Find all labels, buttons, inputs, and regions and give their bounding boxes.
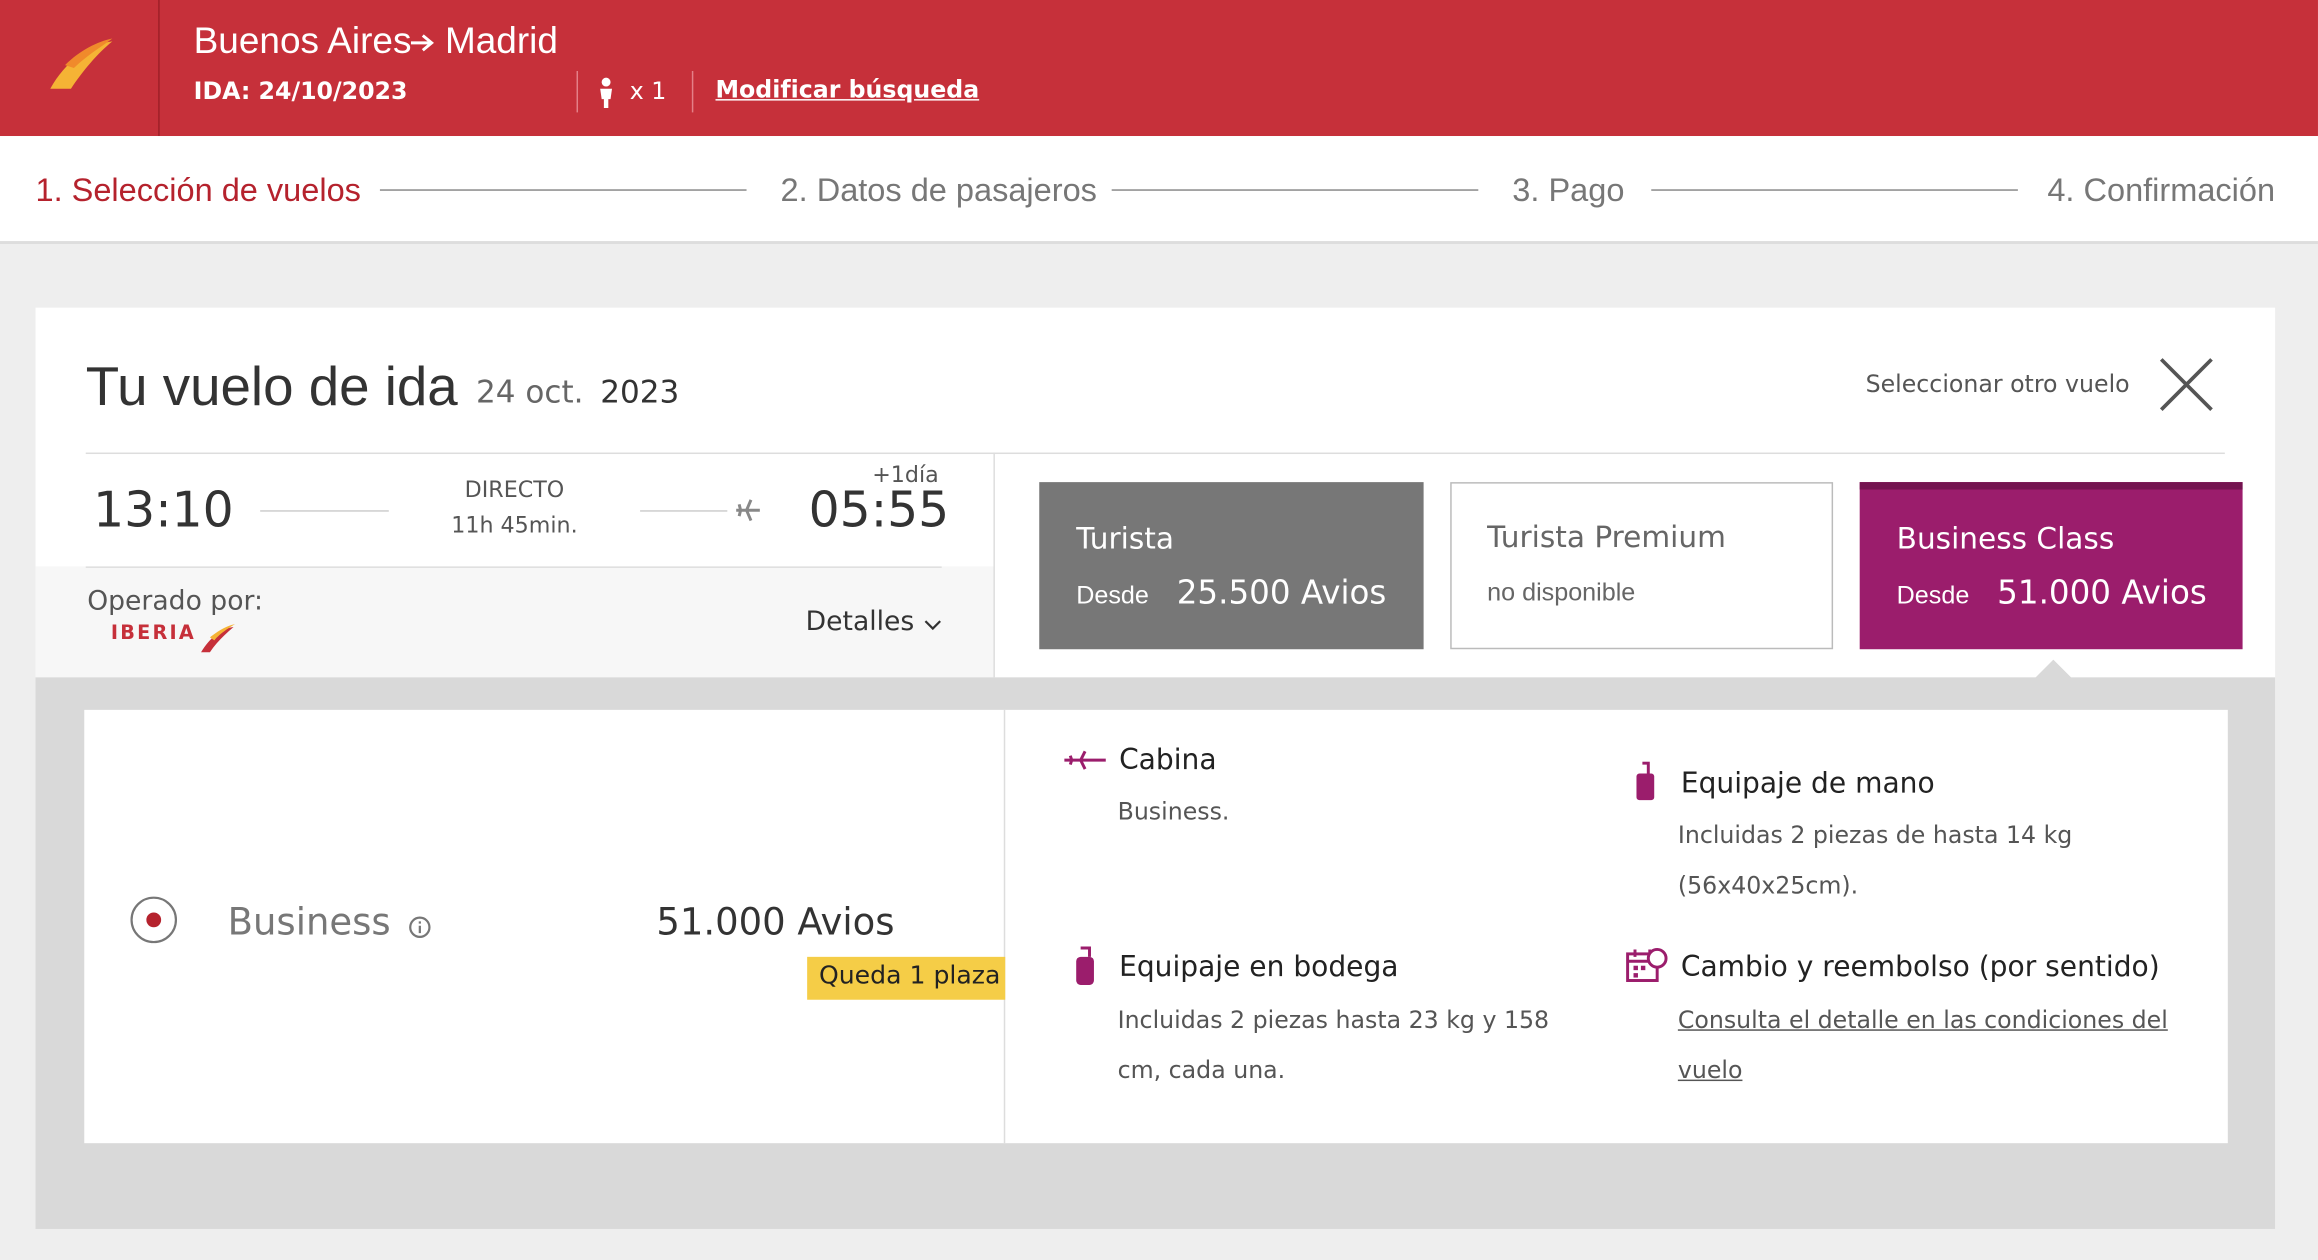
feature-title: Equipaje de mano — [1680, 767, 1935, 801]
next-day: +1día — [872, 461, 939, 489]
step: 3. Pago — [1512, 171, 1625, 209]
route-line — [640, 510, 728, 512]
divider — [993, 452, 995, 678]
depart-time: 13:10 — [93, 480, 234, 539]
fare-name: Business Class — [1896, 520, 2115, 557]
fare-status: no disponible — [1487, 578, 1636, 607]
info-icon[interactable] — [408, 915, 432, 939]
modify-link[interactable]: Modificar búsqueda — [715, 75, 980, 104]
step[interactable]: 1. Selección de vuelos — [35, 171, 361, 209]
fare-from: Desde — [1896, 581, 1970, 610]
feature-title: Cambio y reembolso (por sentido) — [1680, 950, 2160, 984]
arrive-time: 05:55 — [808, 480, 950, 539]
fare-price: 51.000 Avios — [1997, 575, 2207, 613]
plane-icon — [736, 499, 760, 522]
chevron — [924, 620, 941, 631]
calendar-icon — [1626, 947, 1668, 982]
conditions-link[interactable]: vuelo — [1677, 1055, 1743, 1085]
details[interactable]: Detalles — [805, 606, 915, 638]
airline-logo — [201, 624, 236, 653]
feature-title: Equipaje en bodega — [1119, 950, 1399, 984]
header — [0, 0, 2318, 137]
arrow — [410, 34, 434, 52]
hold-bag-icon — [1076, 946, 1094, 985]
operator-area — [35, 566, 994, 678]
cabin-icon — [1064, 750, 1106, 770]
fare-business[interactable] — [1859, 482, 2243, 650]
flight-kind: DIRECTO — [464, 476, 565, 503]
origin: Buenos Aires — [193, 20, 412, 63]
flight-date: 24 oct. — [476, 374, 584, 410]
passengers: x 1 — [629, 76, 667, 106]
seats-tag — [807, 956, 1006, 1000]
hand-bag-icon — [1636, 761, 1655, 801]
step-line — [379, 189, 747, 191]
fare-turista[interactable] — [1039, 482, 1424, 650]
close-icon[interactable] — [2158, 356, 2214, 412]
fare-premium — [1450, 482, 1834, 650]
feature-text: Incluidas 2 piezas de hasta 14 kg — [1677, 820, 2073, 849]
airline: IBERIA — [110, 622, 196, 645]
option-name: Business — [227, 900, 391, 944]
divider — [576, 70, 579, 113]
fare-from: Desde — [1076, 581, 1149, 610]
route-line — [260, 510, 389, 512]
step: 2. Datos de pasajeros — [780, 171, 1097, 209]
flight-year: 2023 — [600, 374, 680, 410]
divider — [1003, 709, 1006, 1144]
step-line — [1111, 189, 1479, 191]
destination: Madrid — [444, 20, 558, 63]
operated-by: Operado por: — [87, 585, 263, 617]
divider — [158, 0, 160, 137]
person-icon — [600, 77, 613, 108]
separator — [85, 452, 2225, 455]
select-other[interactable]: Seleccionar otro vuelo — [1865, 369, 2130, 398]
option-price: 51.000 Avios — [656, 900, 895, 944]
feature-text: cm, cada una. — [1117, 1055, 1286, 1085]
feature-text: Incluidas 2 piezas hasta 23 kg y 158 — [1117, 1005, 1550, 1034]
feature-text: (56x40x25cm). — [1677, 871, 1859, 900]
step-line — [1651, 189, 2018, 191]
radio[interactable] — [129, 895, 179, 945]
option-panel — [84, 709, 2228, 1144]
logo[interactable] — [44, 33, 118, 98]
feature-text: Business. — [1117, 797, 1230, 826]
conditions-link[interactable]: Consulta el detalle en las condiciones d… — [1677, 1005, 2168, 1034]
fare-price: 25.500 Avios — [1176, 575, 1387, 613]
date: IDA: 24/10/2023 — [193, 76, 408, 106]
notch — [2034, 659, 2073, 679]
flight-title: Tu vuelo de ida — [85, 356, 458, 418]
divider — [691, 70, 694, 113]
separator — [85, 566, 942, 568]
feature-title: Cabina — [1119, 743, 1217, 777]
fare-name: Turista Premium — [1487, 519, 1726, 555]
fare-name: Turista — [1076, 520, 1175, 557]
step: 4. Confirmación — [2047, 171, 2276, 209]
seats: Queda 1 plaza — [818, 961, 1001, 991]
duration: 11h 45min. — [451, 511, 578, 539]
